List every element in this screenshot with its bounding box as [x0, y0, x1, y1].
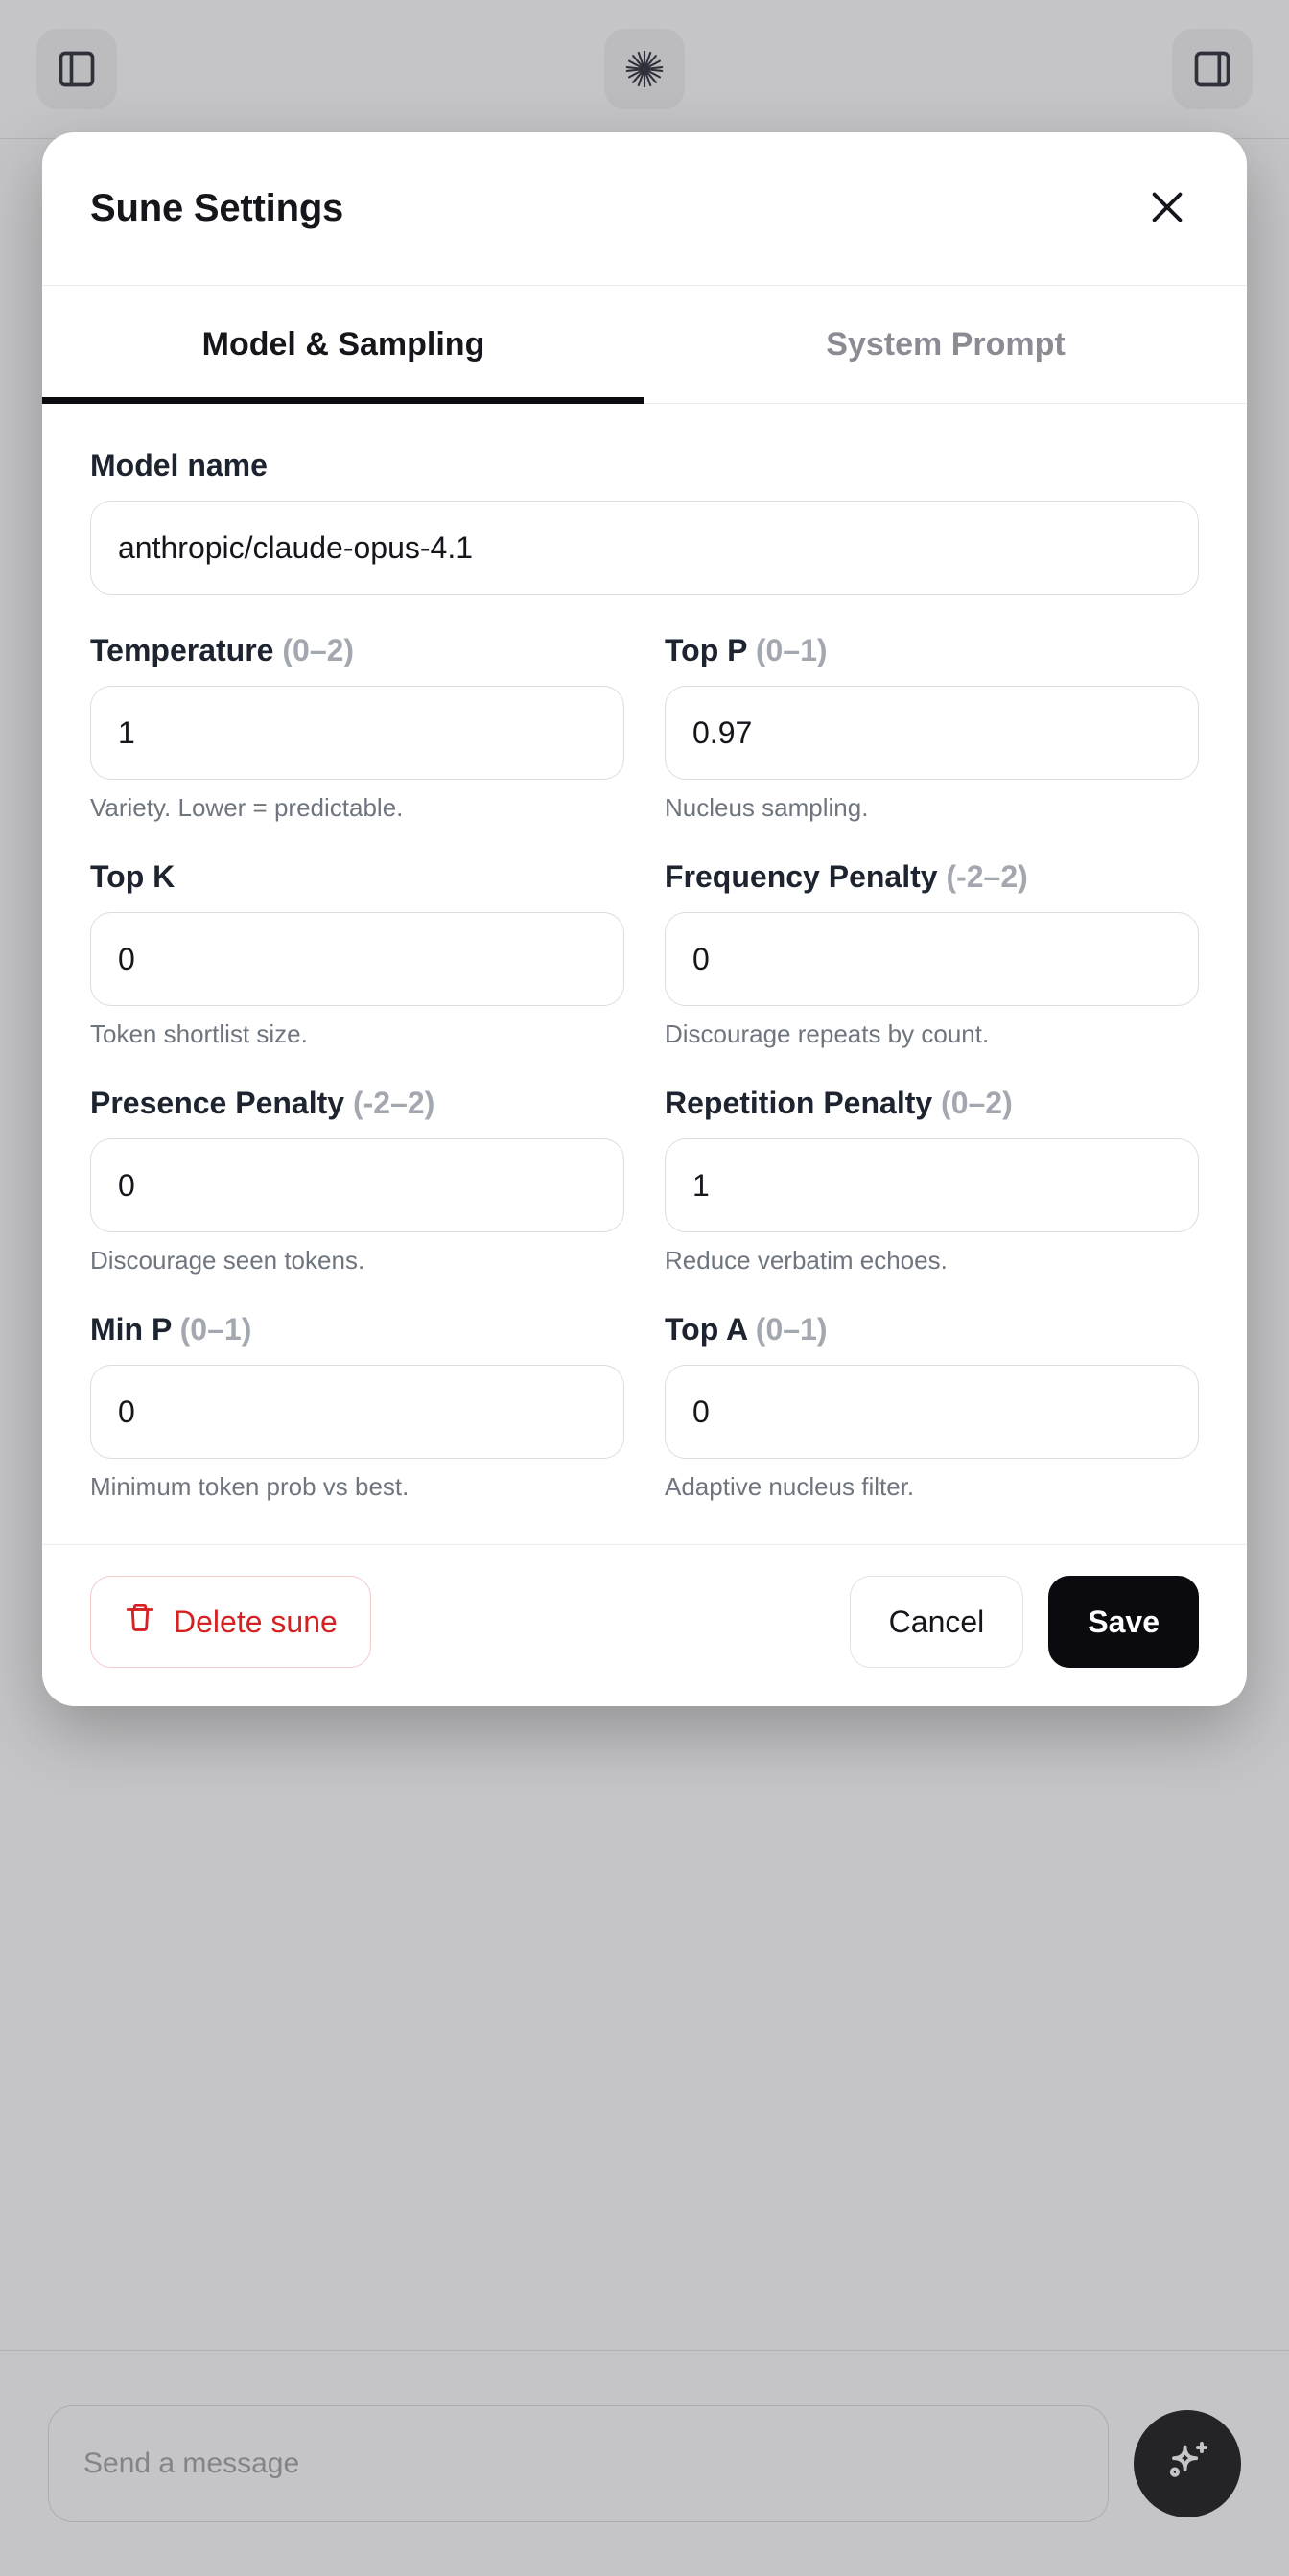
top-a-label-text: Top A: [665, 1312, 747, 1347]
min-p-field: Min P (0–1) Minimum token prob vs best.: [90, 1312, 624, 1502]
footer-actions: Cancel Save: [849, 1576, 1199, 1668]
top-k-helper: Token shortlist size.: [90, 1019, 308, 1048]
trash-icon: [124, 1602, 156, 1642]
composer-bar: [0, 2350, 1289, 2576]
tab-system-prompt-label: System Prompt: [826, 325, 1066, 363]
top-k-input[interactable]: [90, 912, 624, 1006]
top-k-label-text: Top K: [90, 859, 176, 894]
presence-penalty-label-text: Presence Penalty: [90, 1086, 345, 1120]
right-panel-toggle-icon: [1191, 48, 1233, 90]
tab-model-and-sampling[interactable]: Model & Sampling: [42, 286, 644, 404]
send-message-button[interactable]: [1134, 2409, 1241, 2517]
save-label: Save: [1088, 1604, 1160, 1639]
repetition-penalty-input[interactable]: [665, 1138, 1199, 1232]
frequency-penalty-label: Frequency Penalty (-2–2): [665, 859, 1199, 895]
top-a-range: (0–1): [755, 1312, 828, 1347]
temperature-helper: Variety. Lower = predictable.: [90, 793, 404, 822]
right-panel-toggle-button[interactable]: [1172, 29, 1253, 109]
top-a-input[interactable]: [665, 1365, 1199, 1459]
repetition-penalty-range: (0–2): [941, 1086, 1013, 1120]
sampling-row-2: Top K Token shortlist size. Frequency Pe…: [90, 859, 1199, 1055]
presence-penalty-field: Presence Penalty (-2–2) Discourage seen …: [90, 1086, 624, 1276]
frequency-penalty-label-text: Frequency Penalty: [665, 859, 938, 894]
top-p-label-text: Top P: [665, 633, 747, 667]
tab-system-prompt[interactable]: System Prompt: [644, 286, 1247, 403]
close-icon: [1145, 185, 1189, 232]
frequency-penalty-helper: Discourage repeats by count.: [665, 1019, 990, 1048]
left-panel-toggle-icon: [56, 48, 98, 90]
cancel-label: Cancel: [888, 1604, 985, 1639]
cancel-button[interactable]: Cancel: [849, 1576, 1024, 1668]
top-a-label: Top A (0–1): [665, 1312, 1199, 1347]
delete-sune-label: Delete sune: [174, 1604, 338, 1639]
top-k-field: Top K Token shortlist size.: [90, 859, 624, 1049]
min-p-helper: Minimum token prob vs best.: [90, 1472, 410, 1501]
temperature-label-text: Temperature: [90, 633, 274, 667]
top-p-range: (0–1): [755, 633, 828, 667]
top-p-helper: Nucleus sampling.: [665, 793, 869, 822]
temperature-field: Temperature (0–2) Variety. Lower = predi…: [90, 633, 624, 823]
sune-settings-modal: Sune Settings Model & Sampling System Pr…: [42, 132, 1247, 1706]
frequency-penalty-range: (-2–2): [946, 859, 1028, 894]
presence-penalty-input[interactable]: [90, 1138, 624, 1232]
temperature-input[interactable]: [90, 686, 624, 780]
top-a-helper: Adaptive nucleus filter.: [665, 1472, 915, 1501]
top-p-input[interactable]: [665, 686, 1199, 780]
modal-body: Model name Temperature (0–2) Variety. Lo…: [42, 404, 1247, 1544]
repetition-penalty-label: Repetition Penalty (0–2): [665, 1086, 1199, 1121]
asterisk-burst-icon: [622, 47, 667, 91]
top-p-label: Top P (0–1): [665, 633, 1199, 668]
modal-footer: Delete sune Cancel Save: [42, 1544, 1247, 1706]
model-name-field: Model name: [90, 448, 1199, 595]
top-a-field: Top A (0–1) Adaptive nucleus filter.: [665, 1312, 1199, 1502]
sampling-row-4: Min P (0–1) Minimum token prob vs best. …: [90, 1312, 1199, 1508]
model-name-input[interactable]: [90, 501, 1199, 595]
temperature-label: Temperature (0–2): [90, 633, 624, 668]
top-k-label: Top K: [90, 859, 624, 895]
sampling-row-1: Temperature (0–2) Variety. Lower = predi…: [90, 633, 1199, 829]
sampling-row-3: Presence Penalty (-2–2) Discourage seen …: [90, 1086, 1199, 1281]
frequency-penalty-field: Frequency Penalty (-2–2) Discourage repe…: [665, 859, 1199, 1049]
close-modal-button[interactable]: [1137, 179, 1197, 239]
tab-model-and-sampling-label: Model & Sampling: [201, 325, 485, 363]
min-p-range: (0–1): [179, 1312, 252, 1347]
repetition-penalty-field: Repetition Penalty (0–2) Reduce verbatim…: [665, 1086, 1199, 1276]
modal-header: Sune Settings: [42, 132, 1247, 286]
top-p-field: Top P (0–1) Nucleus sampling.: [665, 633, 1199, 823]
min-p-label-text: Min P: [90, 1312, 172, 1347]
sparkle-plus-icon: [1160, 2434, 1215, 2493]
frequency-penalty-input[interactable]: [665, 912, 1199, 1006]
temperature-range: (0–2): [282, 633, 355, 667]
presence-penalty-label: Presence Penalty (-2–2): [90, 1086, 624, 1121]
repetition-penalty-label-text: Repetition Penalty: [665, 1086, 933, 1120]
min-p-input[interactable]: [90, 1365, 624, 1459]
delete-sune-button[interactable]: Delete sune: [90, 1576, 371, 1668]
repetition-penalty-helper: Reduce verbatim echoes.: [665, 1246, 948, 1275]
min-p-label: Min P (0–1): [90, 1312, 624, 1347]
save-button[interactable]: Save: [1048, 1576, 1199, 1668]
presence-penalty-range: (-2–2): [352, 1086, 435, 1120]
presence-penalty-helper: Discourage seen tokens.: [90, 1246, 365, 1275]
message-input[interactable]: [48, 2404, 1109, 2522]
modal-tabs: Model & Sampling System Prompt: [42, 286, 1247, 404]
left-panel-toggle-button[interactable]: [36, 29, 117, 109]
app-logo-button[interactable]: [604, 29, 685, 109]
model-name-label: Model name: [90, 448, 268, 482]
modal-title: Sune Settings: [90, 187, 344, 229]
